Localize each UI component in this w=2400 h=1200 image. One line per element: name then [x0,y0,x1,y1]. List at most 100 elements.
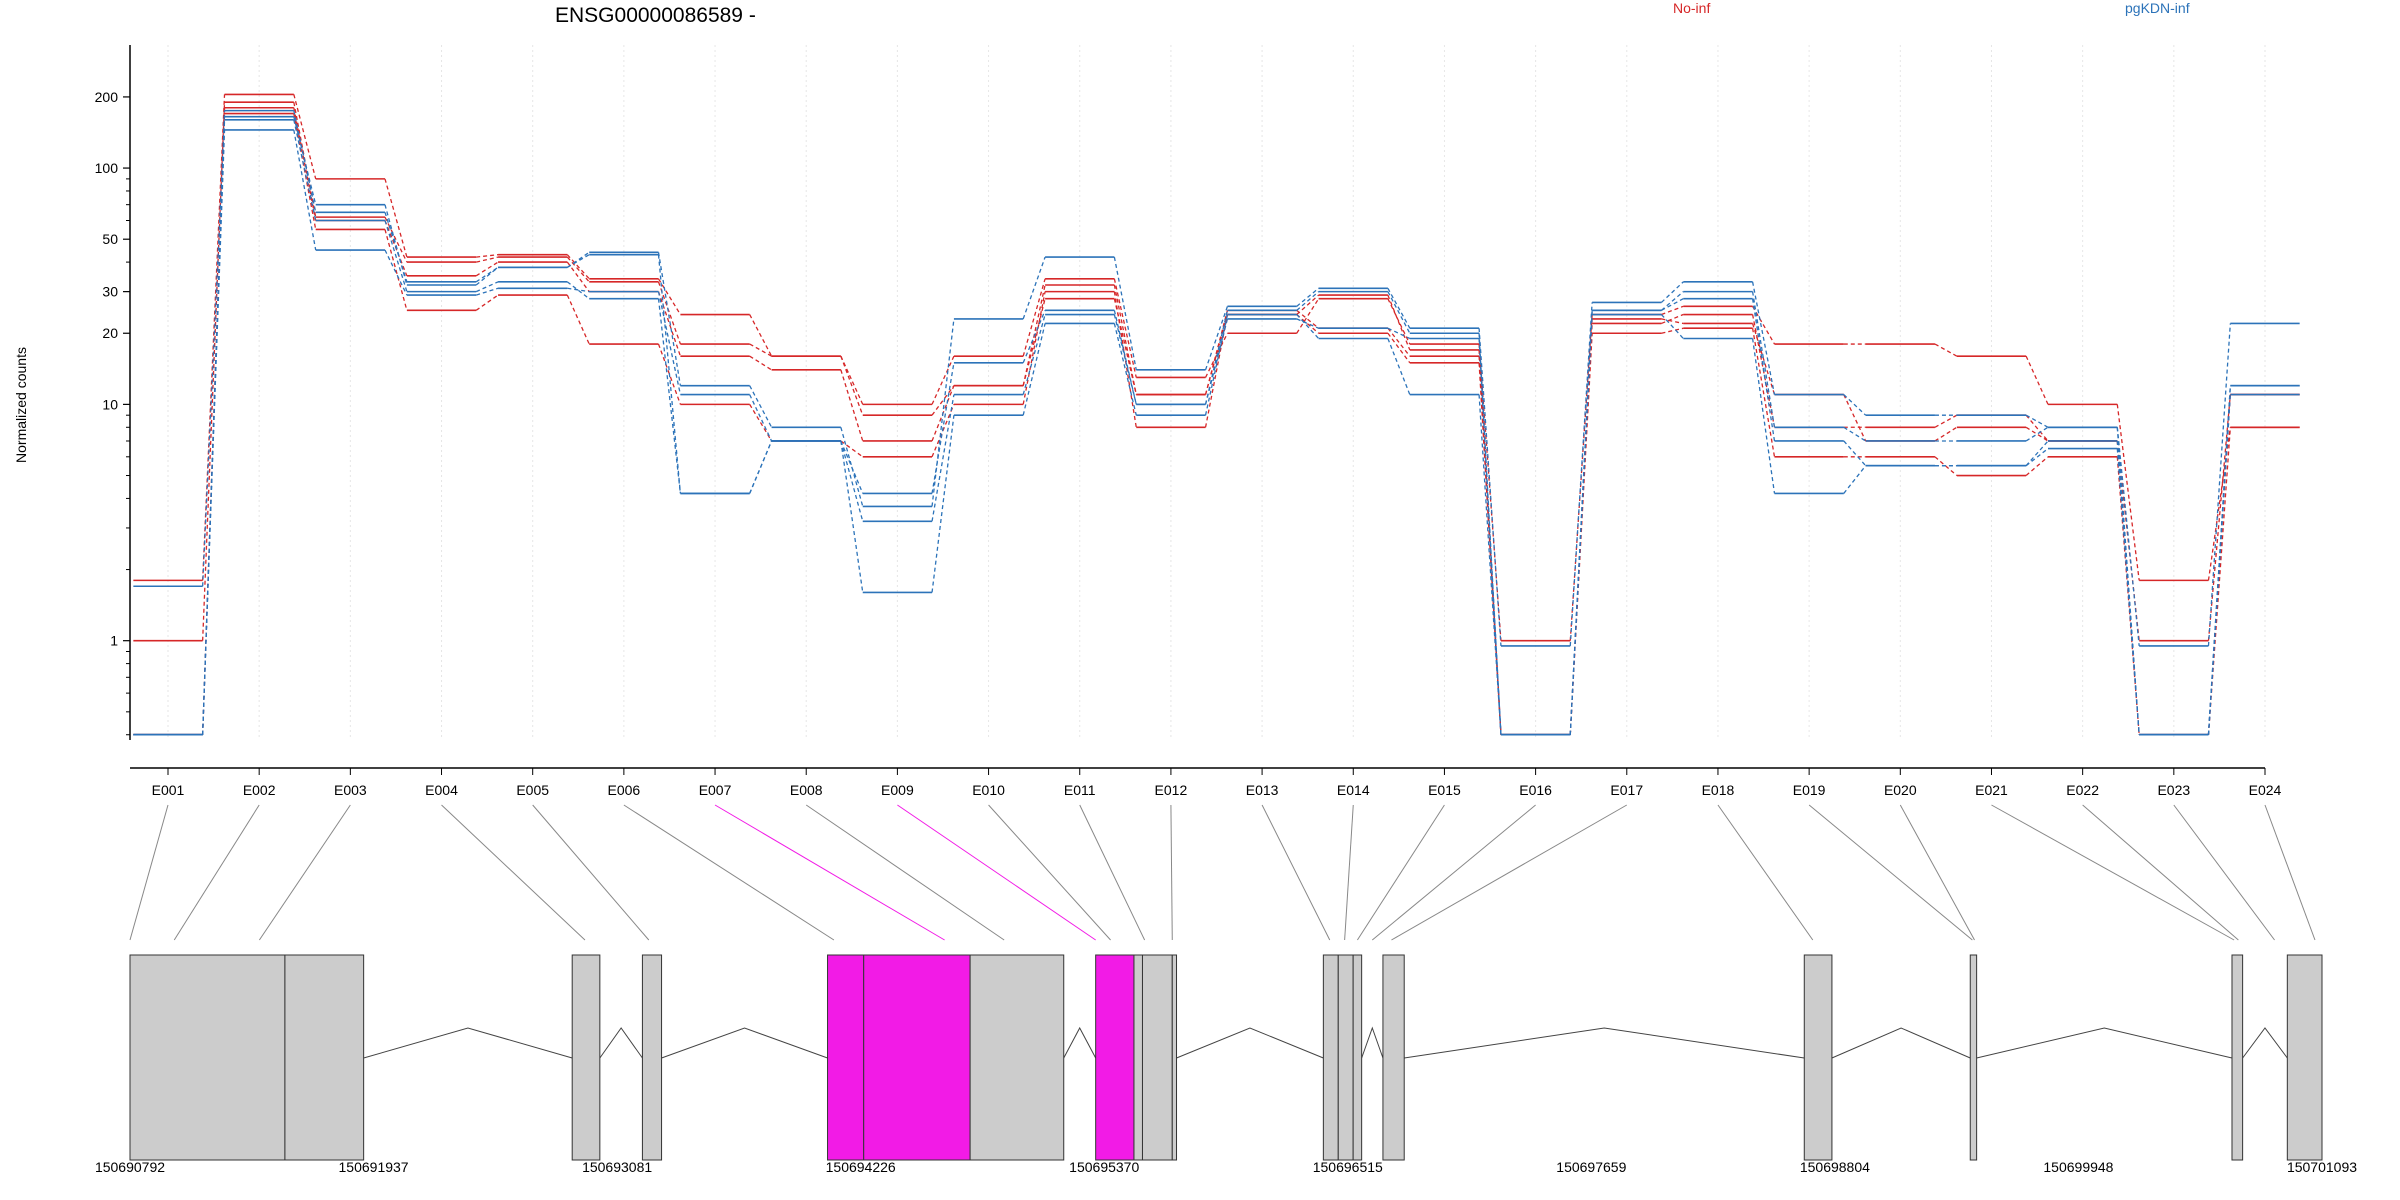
exon-connector [2173,804,2275,941]
data-transition [931,385,955,416]
data-transition [2207,323,2232,647]
data-transition [1113,314,1137,405]
data-transition [1296,291,1320,311]
data-transition [1660,314,1684,339]
data-transition [384,212,408,283]
data-transition [1387,287,1411,329]
coordinate-labels: 150690792 150691937 150693081 150694226 1506… [95,1159,2357,1175]
data-transition [931,362,955,494]
data-transition [1843,426,1867,442]
intron-line [599,1027,643,1059]
exon-connector [623,804,835,941]
exon-block [1171,954,1178,1161]
exon-block [827,954,865,1161]
x-tick-label: E010 [972,782,1005,798]
intron-line [1976,1027,2233,1059]
data-transition [1843,394,1867,442]
exon-connector [173,804,260,941]
x-tick-label: E023 [2157,782,2190,798]
exon-connector [1899,804,1975,941]
x-tick-label: E004 [425,782,458,798]
data-transition [2207,394,2232,641]
x-tick-label: E011 [1064,782,1096,798]
exon-block [2286,954,2323,1161]
data-transition [293,119,317,221]
y-tick-label: 200 [95,89,119,105]
data-transition [2025,440,2049,467]
exon-connector [441,804,586,941]
data-transition [293,94,317,180]
exon-connector [1391,804,1628,941]
data-transition [201,102,226,641]
x-tick-label: E014 [1337,782,1370,798]
data-transition [566,281,590,300]
exon-connector [1261,804,1331,941]
coordinate-label: 150698804 [1800,1159,1870,1175]
data-transition [657,298,682,494]
data-transition [1296,294,1320,316]
data-transition [840,440,864,522]
data-transition [1022,256,1046,320]
intron-line [1176,1027,1324,1059]
exon-block [284,954,365,1161]
data-transition [749,404,773,442]
data-transition [2207,394,2232,735]
intron-line [1404,1027,1805,1059]
data-transition [475,266,499,283]
exon-connector [1356,804,1445,941]
x-tick-label: E013 [1246,782,1279,798]
coordinate-label: 150695370 [1069,1159,1139,1175]
exon-connector [258,804,351,941]
data-transition [1113,278,1137,378]
data-transition [1022,323,1046,416]
data-transition [1661,291,1684,311]
exon-connector [1808,804,1973,941]
data-transition [384,216,408,263]
exon-block [1352,954,1363,1161]
data-transition [1569,314,1593,735]
data-transition [2025,448,2049,467]
x-tick-label: E018 [1702,782,1735,798]
grid-lines [167,45,2266,740]
data-transition [1660,281,1684,303]
x-tick-label: E009 [881,782,914,798]
coordinate-label: 150690792 [95,1159,165,1175]
series-2 [133,106,2300,736]
data-transition [931,318,955,507]
series-3 [133,112,2300,736]
data-transition [567,254,590,268]
data-transition [1022,278,1046,357]
data-transition [476,254,499,258]
x-tick-label: E020 [1884,782,1917,798]
data-transition [840,369,864,442]
data-transition [749,385,773,428]
series-0 [133,93,2300,642]
exon-connector [1344,804,1354,941]
series-7 [133,129,2300,736]
y-tick-label: 100 [95,160,119,176]
data-transition [1843,465,1867,494]
data-transition [476,256,499,263]
exon-block [1322,954,1339,1161]
data-transition [1387,338,1411,395]
data-transition [475,294,499,311]
legend-pgkdn-inf: pgKDN-inf [2125,0,2190,16]
data-transition [1751,338,1776,494]
y-tick-label: 1 [110,633,118,649]
data-transition [475,287,499,296]
data-transition [1022,310,1046,364]
data-transition [1661,327,1684,334]
exon-connector [1371,804,1536,941]
exon-block [863,954,971,1161]
exon-connector [1991,804,2235,941]
data-transition [1569,333,1593,735]
data-transition [2116,404,2140,581]
x-tick-label: E001 [152,782,185,798]
data-transition [1387,291,1411,334]
data-transition [1296,309,1320,329]
data-transition [1661,318,1684,325]
data-transition [1751,323,1776,395]
x-tick-label: E019 [1793,782,1826,798]
